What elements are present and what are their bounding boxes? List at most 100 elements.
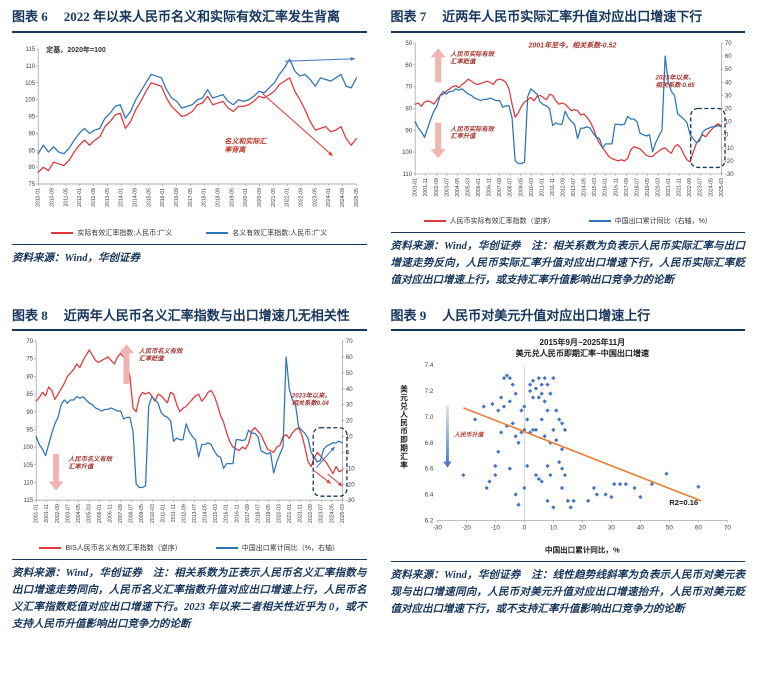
- svg-text:2010-09: 2010-09: [50, 187, 56, 206]
- svg-text:2006-11: 2006-11: [486, 177, 492, 196]
- svg-text:2018-01: 2018-01: [202, 187, 208, 206]
- figure7-chart-area: 50 60 70 80 90 100 110 70 60 50 40 30 20 10 0 -10 -20 -30…: [391, 37, 746, 228]
- svg-text:2020-03: 2020-03: [655, 177, 661, 196]
- legend-swatch: [51, 231, 74, 234]
- svg-text:2006-01: 2006-01: [97, 504, 103, 523]
- svg-text:2012-09: 2012-09: [560, 177, 566, 196]
- svg-text:70: 70: [26, 339, 33, 345]
- svg-text:6.2: 6.2: [424, 518, 433, 525]
- svg-text:100: 100: [23, 445, 34, 451]
- svg-text:2024-05: 2024-05: [708, 177, 714, 196]
- legend-label: 实际有效汇率指数:人民币:广义: [77, 229, 173, 237]
- figure8-label: 图表 8: [12, 307, 48, 323]
- svg-text:2015-03: 2015-03: [592, 177, 598, 196]
- figure9-label: 图表 9: [390, 307, 427, 323]
- svg-text:10: 10: [346, 435, 353, 441]
- svg-text:80: 80: [26, 375, 33, 381]
- svg-text:2006-01: 2006-01: [476, 177, 482, 196]
- svg-text:2009-05: 2009-05: [139, 504, 145, 523]
- svg-text:0: 0: [724, 132, 728, 138]
- svg-text:2015-03: 2015-03: [213, 504, 219, 523]
- legend-swatch: [206, 231, 229, 234]
- svg-text:-20: -20: [461, 525, 471, 532]
- figure6-source-note: 资料来源：Wind，华创证券: [12, 252, 140, 264]
- svg-text:定基，2020年=100: 定基，2020年=100: [45, 45, 106, 54]
- svg-text:40: 40: [346, 387, 353, 393]
- svg-text:2025-05: 2025-05: [354, 187, 360, 206]
- caption-divider: [12, 30, 367, 33]
- svg-text:60: 60: [694, 525, 701, 532]
- svg-text:105: 105: [23, 463, 34, 469]
- svg-text:2020-03: 2020-03: [276, 504, 282, 523]
- svg-text:2013-07: 2013-07: [192, 504, 198, 523]
- svg-text:2025-03: 2025-03: [718, 177, 724, 196]
- svg-text:美元兑人民币即期汇率~中国出口增速: 美元兑人民币即期汇率~中国出口增速: [515, 349, 649, 359]
- svg-text:110: 110: [26, 64, 36, 70]
- svg-text:2024-05: 2024-05: [329, 504, 335, 523]
- figure6-title: 2022 年以来人民币名义和实际有效汇率发生背离: [63, 9, 341, 24]
- svg-text:2003-07: 2003-07: [444, 177, 450, 196]
- svg-text:2003-07: 2003-07: [65, 504, 71, 523]
- svg-text:50: 50: [346, 371, 353, 377]
- svg-text:人民币名义有效汇率升值: 人民币名义有效汇率升值: [67, 456, 113, 471]
- figure7-legend: 人民币实际有效汇率指数（逆序） 中国出口累计同比（右轴，%）: [391, 216, 746, 226]
- svg-text:30: 30: [346, 403, 353, 409]
- svg-text:2021-11: 2021-11: [298, 504, 304, 523]
- svg-text:2021-05: 2021-05: [271, 187, 277, 206]
- figure7-label: 图表 7: [390, 9, 427, 24]
- figure8-caption: 图表 8 近两年人民币名义汇率指数与出口增速几无相关性: [12, 307, 367, 325]
- svg-text:2016-01: 2016-01: [160, 187, 166, 206]
- svg-text:2022-09: 2022-09: [687, 177, 693, 196]
- svg-text:2017-09: 2017-09: [623, 177, 629, 196]
- svg-text:2016-01: 2016-01: [602, 177, 608, 196]
- caption-divider: [12, 329, 367, 332]
- svg-text:2004-05: 2004-05: [76, 504, 82, 523]
- legend-item: BIS人民币名义有效汇率指数（逆序）: [39, 543, 182, 553]
- figure9-chart-area: 2015年9月~2025年11月 美元兑人民币即期汇率~中国出口增速 -30 -20 -…: [391, 335, 746, 557]
- svg-text:2012-09: 2012-09: [91, 187, 97, 206]
- svg-text:2022-09: 2022-09: [299, 187, 305, 206]
- caption-divider: [390, 329, 745, 332]
- svg-text:2022-01: 2022-01: [285, 187, 291, 206]
- svg-text:人民币实际有效汇率升值: 人民币实际有效汇率升值: [449, 124, 495, 139]
- legend-item: 名义有效汇率指数:人民币:广义: [206, 228, 327, 238]
- svg-text:2011-01: 2011-01: [539, 177, 545, 196]
- svg-text:美元兑人民币即期汇率: 美元兑人民币即期汇率: [400, 384, 408, 470]
- svg-text:7.2: 7.2: [424, 388, 433, 395]
- svg-text:2018-07: 2018-07: [634, 177, 640, 196]
- svg-text:人民币实际有效汇率贬值: 人民币实际有效汇率贬值: [449, 50, 495, 65]
- svg-text:2005-03: 2005-03: [86, 504, 92, 523]
- svg-text:2008-07: 2008-07: [507, 177, 513, 196]
- svg-text:2023-07: 2023-07: [319, 504, 325, 523]
- figure6-legend: 实际有效汇率指数:人民币:广义 名义有效汇率指数:人民币:广义: [12, 228, 367, 238]
- svg-text:2014-09: 2014-09: [133, 187, 139, 206]
- svg-text:2020-09: 2020-09: [257, 187, 263, 206]
- legend-label: 人民币实际有效汇率指数（逆序）: [449, 217, 555, 225]
- svg-text:85: 85: [28, 148, 35, 154]
- svg-text:7.0: 7.0: [424, 414, 433, 421]
- svg-text:2006-11: 2006-11: [108, 504, 114, 523]
- svg-text:2019-05: 2019-05: [644, 177, 650, 196]
- figure9-source-note: 资料来源：Wind，华创证券 注：线性趋势线斜率为负表示人民币对美元表现与出口增…: [390, 569, 746, 615]
- svg-text:2016-11: 2016-11: [613, 177, 619, 196]
- svg-text:80: 80: [405, 106, 412, 112]
- svg-text:2018-07: 2018-07: [255, 504, 261, 523]
- svg-text:60: 60: [346, 355, 353, 361]
- svg-text:人民币名义有效汇率贬值: 人民币名义有效汇率贬值: [138, 347, 184, 362]
- figure-panel-7: 图表 7 近两年人民币实际汇率升值对应出口增速下行 50 60 70 80 90 100 11…: [390, 6, 746, 289]
- svg-text:2014-05: 2014-05: [203, 504, 209, 523]
- svg-text:60: 60: [724, 54, 731, 60]
- svg-text:70: 70: [405, 84, 412, 90]
- svg-text:-20: -20: [724, 158, 733, 164]
- svg-text:7.4: 7.4: [424, 363, 433, 370]
- svg-text:95: 95: [26, 428, 33, 434]
- note-divider: [390, 231, 745, 233]
- svg-text:2015-05: 2015-05: [146, 187, 152, 206]
- figure7-line-chart: 5060708090100110706050403020100-10-20-30…: [402, 40, 734, 196]
- svg-text:110: 110: [402, 172, 412, 178]
- legend-label: 名义有效汇率指数:人民币:广义: [232, 229, 328, 237]
- svg-text:6.6: 6.6: [424, 466, 433, 473]
